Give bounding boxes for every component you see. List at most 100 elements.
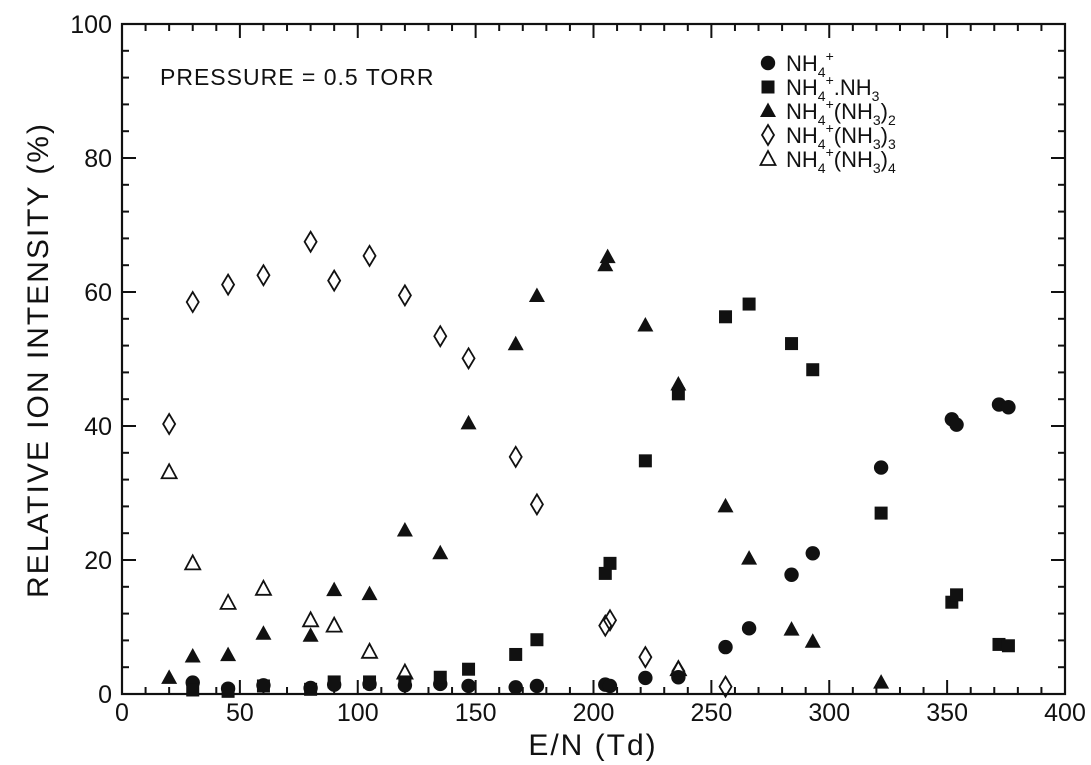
data-point (360, 641, 379, 659)
data-point (433, 670, 447, 684)
data-point (741, 621, 757, 636)
data-point (638, 670, 653, 686)
data-point (949, 417, 964, 432)
legend-label: NH4+(NH3)2 (786, 96, 896, 128)
data-point (184, 647, 201, 663)
data-point (671, 387, 685, 401)
data-point (397, 283, 412, 308)
data-point (161, 669, 178, 684)
y-tick-label: 100 (70, 11, 112, 39)
plot-frame (120, 22, 1067, 696)
legend: NH4+NH4+.NH3NH4+(NH3)2NH4+(NH3)3NH4+(NH3… (758, 48, 896, 176)
data-point (1001, 400, 1016, 415)
data-point (508, 445, 523, 469)
data-point (395, 662, 414, 680)
data-point (254, 578, 273, 596)
data-point (597, 256, 614, 272)
pressure-annotation: PRESSURE = 0.5 TORR (160, 64, 434, 90)
data-point (461, 346, 476, 371)
data-point (160, 462, 179, 480)
data-point (462, 662, 476, 676)
x-tick-label: 0 (115, 699, 129, 727)
y-tick-label: 60 (84, 279, 112, 307)
x-tick-label: 350 (926, 699, 968, 727)
data-point (530, 633, 544, 647)
data-point (719, 310, 733, 324)
y-tick-label: 80 (84, 145, 112, 173)
data-point (162, 412, 177, 436)
data-point (363, 675, 377, 689)
data-point (528, 287, 545, 303)
legend-marker (760, 123, 776, 147)
data-point (784, 567, 799, 582)
data-point (183, 553, 202, 571)
data-point (638, 645, 653, 669)
data-point (717, 497, 734, 513)
data-point (602, 678, 618, 694)
data-point (362, 244, 377, 268)
y-axis-title: RELATIVE ION INTENSITY (%) (22, 122, 55, 598)
series-2 (186, 297, 1015, 698)
data-point (598, 566, 612, 580)
series-3 (161, 248, 890, 689)
data-point (669, 659, 688, 677)
x-tick-label: 100 (337, 699, 379, 727)
data-point (255, 625, 272, 640)
data-point (304, 682, 318, 696)
data-point (325, 615, 344, 633)
x-tick-label: 400 (1044, 699, 1086, 727)
data-point (219, 592, 238, 610)
y-tick-label: 20 (84, 547, 112, 575)
x-axis-title: E/N (Td) (528, 729, 657, 762)
data-point (508, 680, 523, 695)
data-point (718, 639, 733, 655)
data-point (741, 550, 758, 565)
data-point (804, 633, 821, 648)
data-point (603, 556, 617, 570)
data-point (638, 454, 652, 468)
data-point (221, 272, 236, 297)
data-point (602, 608, 618, 633)
data-point (529, 678, 545, 694)
data-point (598, 613, 613, 638)
series-4 (162, 230, 733, 699)
data-points (160, 230, 1016, 699)
data-point (302, 627, 319, 642)
data-point (221, 684, 235, 698)
data-point (433, 324, 448, 348)
x-tick-label: 50 (226, 699, 254, 727)
data-point (185, 290, 200, 314)
data-point (256, 679, 270, 693)
data-point (529, 492, 544, 517)
series-5 (160, 462, 688, 680)
x-tick-label: 300 (808, 699, 850, 727)
legend-marker (760, 102, 776, 117)
data-point (783, 621, 800, 636)
data-point (186, 683, 200, 697)
legend-label: NH4+(NH3)4 (786, 144, 896, 176)
data-point (460, 414, 477, 430)
data-point (873, 674, 890, 689)
data-point (805, 546, 820, 561)
data-point (461, 678, 476, 694)
legend-marker (758, 149, 778, 166)
data-point (1001, 639, 1015, 653)
data-point (806, 363, 820, 377)
legend-marker (760, 55, 776, 71)
data-point (637, 317, 654, 332)
y-tick-label: 40 (84, 413, 112, 441)
data-point (432, 544, 449, 560)
data-point (256, 263, 271, 287)
series-1 (185, 397, 1016, 696)
data-point (874, 506, 888, 520)
legend-marker (761, 80, 775, 94)
tick-labels: 0 50 100 150 200 250 300 350 400 0 20 40 60 80 100 (70, 11, 1086, 727)
data-point (599, 248, 616, 264)
data-point (950, 588, 964, 602)
data-point (718, 674, 733, 699)
data-point (509, 647, 523, 661)
data-point (361, 585, 378, 601)
data-point (326, 581, 343, 597)
data-point (220, 646, 237, 662)
